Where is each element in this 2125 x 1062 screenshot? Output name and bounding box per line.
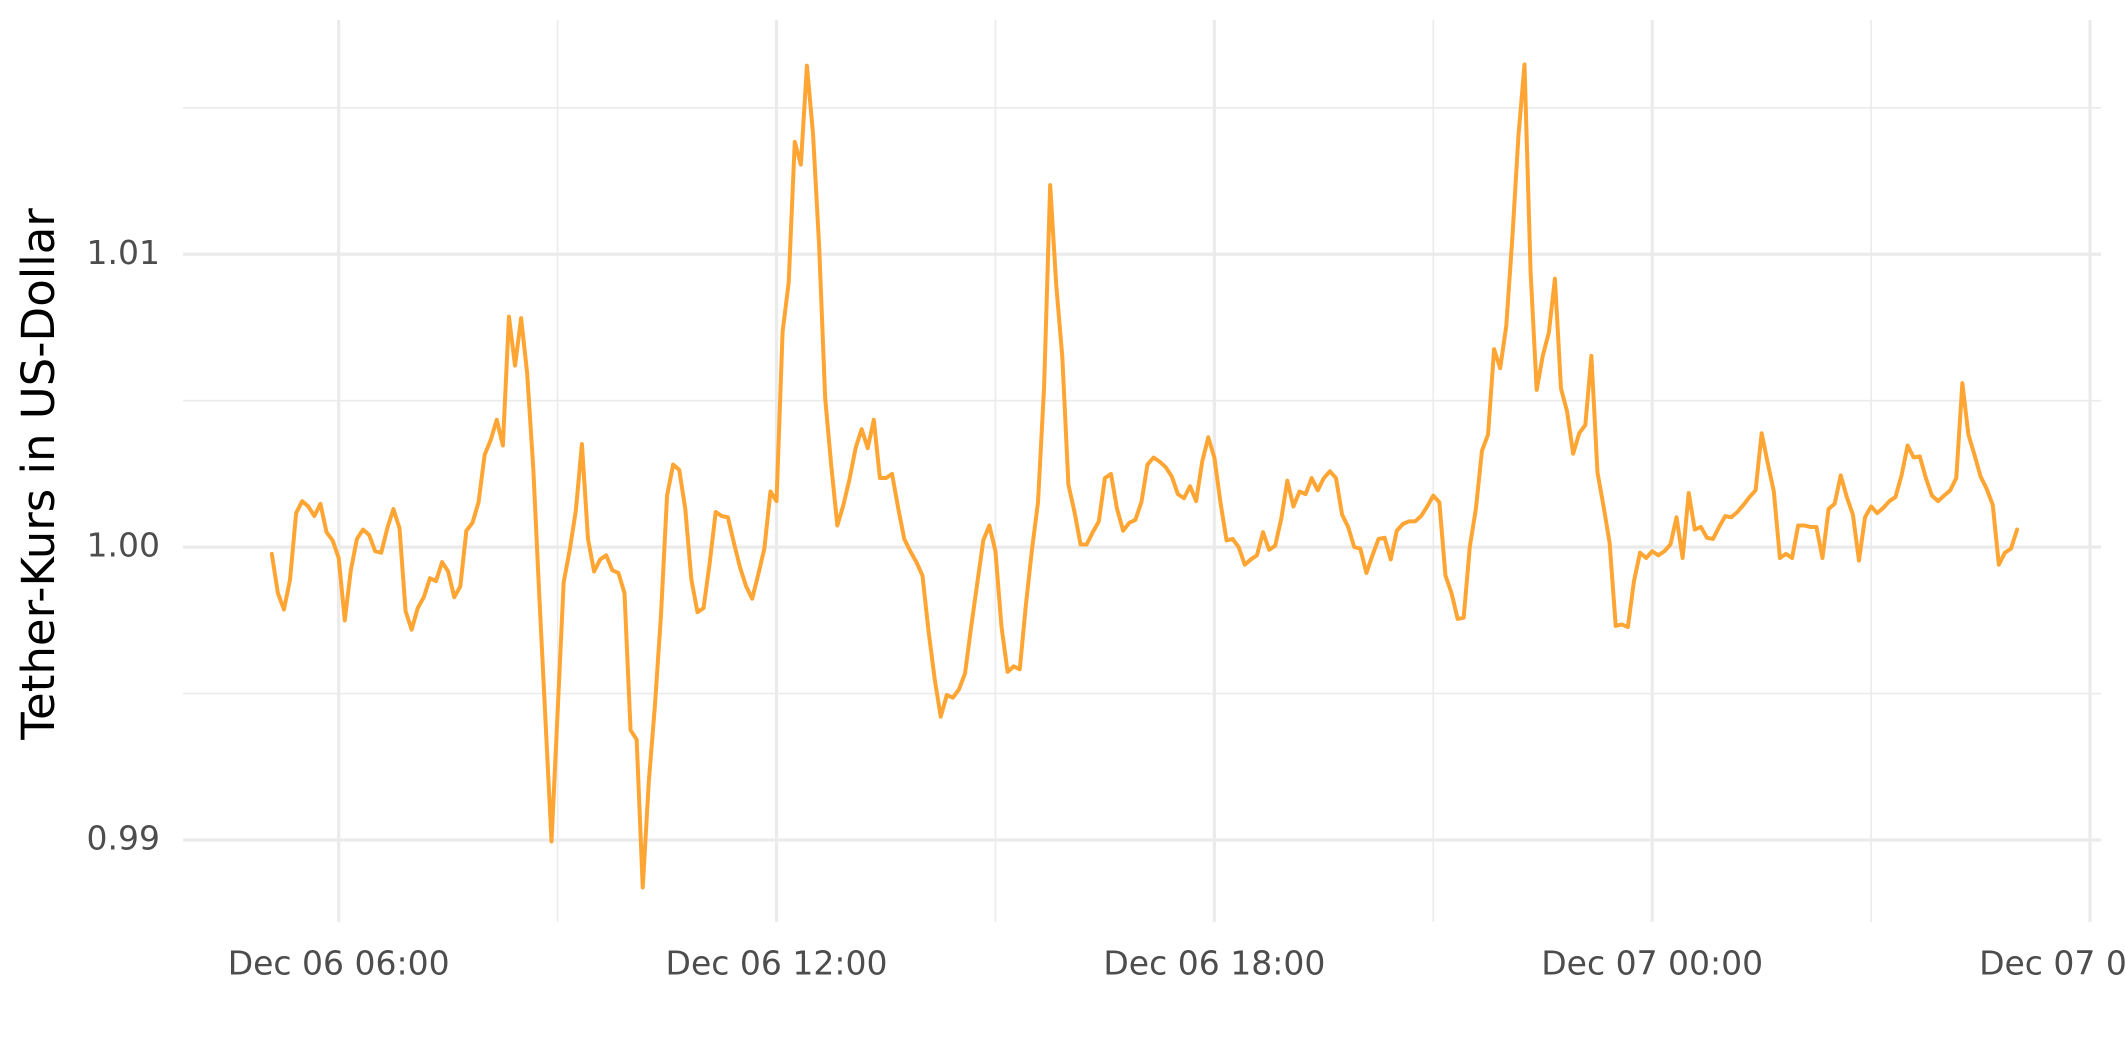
y-tick-label: 1.01 [87, 233, 160, 272]
y-axis-label: Tether-Kurs in US-Dollar [12, 208, 65, 741]
x-tick-label: Dec 06 06:00 [228, 944, 450, 983]
price-line [269, 62, 2020, 890]
y-tick-label: 0.99 [87, 819, 160, 858]
x-tick-label: Dec 07 06:00 [1979, 944, 2125, 983]
x-tick-label: Dec 06 12:00 [666, 944, 888, 983]
x-tick-label: Dec 06 18:00 [1103, 944, 1325, 983]
y-tick-label: 1.00 [87, 526, 160, 565]
x-tick-label: Dec 07 00:00 [1541, 944, 1763, 983]
